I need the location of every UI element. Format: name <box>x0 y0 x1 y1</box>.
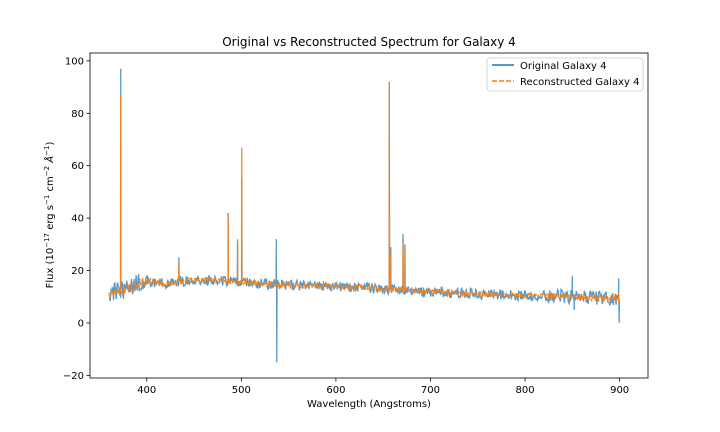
y-axis: −20 0 20 40 60 80 100 <box>63 56 90 382</box>
x-tick-label: 700 <box>421 385 440 396</box>
y-tick-label: 20 <box>71 266 84 277</box>
y-tick-label: 40 <box>71 214 84 225</box>
x-tick-label: 900 <box>610 385 629 396</box>
legend: Original Galaxy 4 Reconstructed Galaxy 4 <box>486 57 644 92</box>
x-tick-label: 600 <box>326 385 345 396</box>
x-axis: 400 500 600 700 800 900 <box>137 378 629 396</box>
y-tick-label: −20 <box>63 371 84 382</box>
y-tick-label: 0 <box>78 318 84 329</box>
legend-label-original: Original Galaxy 4 <box>520 61 606 72</box>
y-tick-label: 80 <box>71 109 84 120</box>
legend-label-reconstructed: Reconstructed Galaxy 4 <box>520 77 639 88</box>
legend-box <box>486 57 644 92</box>
series-line-reconstructed <box>108 81 620 303</box>
x-tick-label: 400 <box>137 385 156 396</box>
x-tick-label: 800 <box>516 385 535 396</box>
series-layer <box>108 68 621 363</box>
x-axis-label: Wavelength (Angstroms) <box>307 399 431 410</box>
y-tick-label: 60 <box>71 161 84 172</box>
x-tick-label: 500 <box>232 385 251 396</box>
y-axis-label: Flux (10−17 erg s−1 cm−2 Å−1) <box>43 142 56 289</box>
plot-frame <box>89 52 649 379</box>
chart-title: Original vs Reconstructed Spectrum for G… <box>222 35 516 49</box>
y-tick-label: 100 <box>65 56 84 67</box>
series-line-original <box>108 68 621 363</box>
